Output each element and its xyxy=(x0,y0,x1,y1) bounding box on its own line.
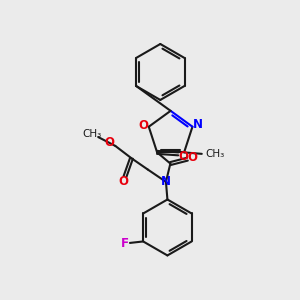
Text: F: F xyxy=(121,237,129,250)
Text: N: N xyxy=(161,175,171,188)
Text: N: N xyxy=(193,118,203,131)
Text: CH₃: CH₃ xyxy=(206,149,225,159)
Text: O: O xyxy=(178,150,189,163)
Text: O: O xyxy=(118,175,128,188)
Text: O: O xyxy=(139,119,148,132)
Text: O: O xyxy=(104,136,114,149)
Text: CH₃: CH₃ xyxy=(82,128,101,139)
Text: O: O xyxy=(188,151,198,164)
